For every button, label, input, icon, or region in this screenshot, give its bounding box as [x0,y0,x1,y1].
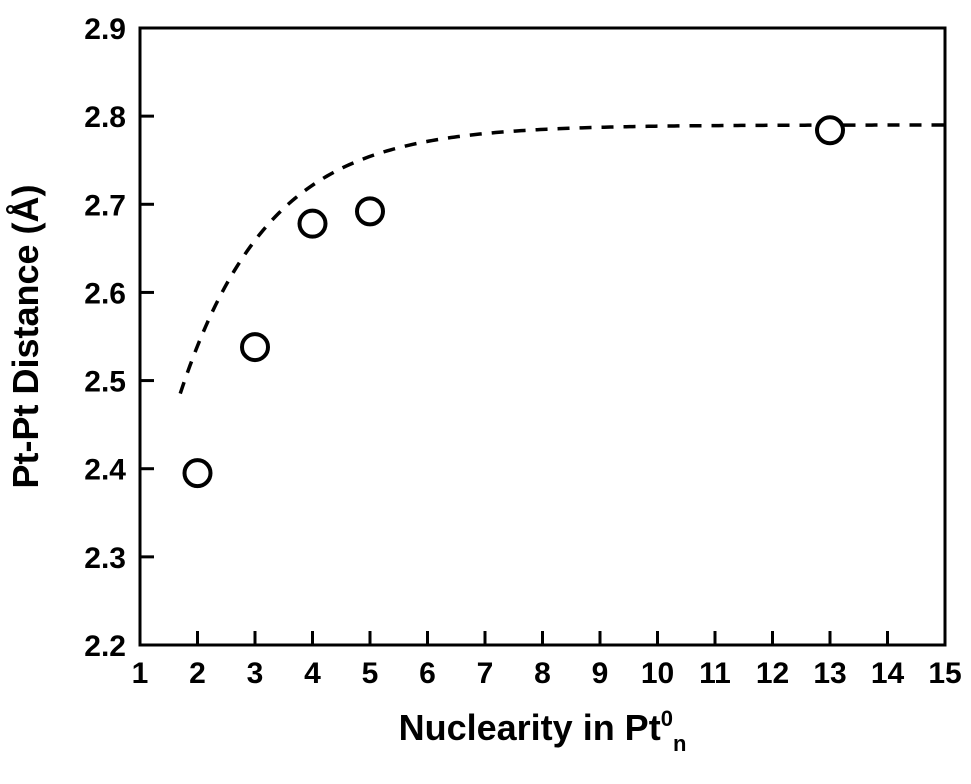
y-tick-label: 2.7 [84,189,126,222]
data-point [242,334,268,360]
x-tick-label: 14 [871,657,905,690]
x-tick-label: 15 [928,657,961,690]
x-tick-label: 9 [592,657,609,690]
y-tick-label: 2.5 [84,366,126,399]
x-tick-label: 2 [189,657,206,690]
x-tick-label: 7 [477,657,494,690]
y-tick-label: 2.2 [84,630,126,663]
y-tick-label: 2.4 [84,454,126,487]
x-tick-label: 5 [362,657,379,690]
x-tick-label: 10 [641,657,674,690]
data-point [357,198,383,224]
data-point [817,117,843,143]
x-tick-label: 11 [699,657,731,690]
y-tick-label: 2.3 [84,542,126,575]
y-tick-label: 2.8 [84,101,126,134]
x-tick-label: 3 [247,657,264,690]
x-tick-label: 4 [304,657,321,690]
y-axis-label: Pt-Pt Distance (Å) [5,184,46,488]
data-point [185,460,211,486]
x-tick-label: 8 [534,657,551,690]
x-tick-label: 6 [419,657,436,690]
y-tick-label: 2.9 [84,13,126,46]
data-point [300,211,326,237]
y-tick-label: 2.6 [84,277,126,310]
pt-distance-chart: 1234567891011121314152.22.32.42.52.62.72… [0,0,971,784]
x-tick-label: 1 [132,657,149,690]
x-tick-label: 12 [756,657,789,690]
x-tick-label: 13 [813,657,846,690]
